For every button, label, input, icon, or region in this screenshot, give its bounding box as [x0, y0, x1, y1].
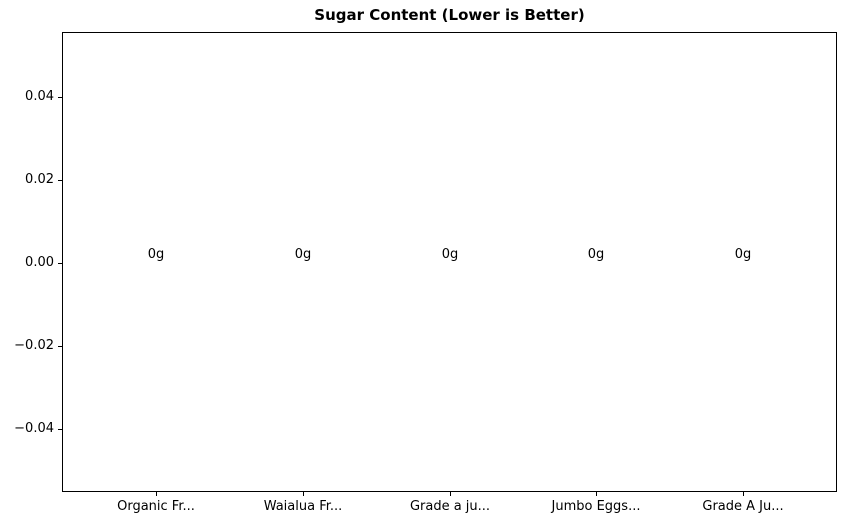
y-tick-mark-4 — [58, 429, 62, 430]
chart-title: Sugar Content (Lower is Better) — [314, 6, 585, 24]
y-tick-label-1: 0.02 — [25, 172, 54, 187]
y-tick-label-2: 0.00 — [25, 255, 54, 270]
x-tick-label-1: Waialua Fr... — [263, 499, 343, 514]
y-tick-mark-0 — [58, 97, 62, 98]
y-tick-mark-3 — [58, 346, 62, 347]
y-tick-label-4: −0.04 — [14, 421, 54, 436]
bar-value-label-4: 0g — [734, 247, 752, 262]
x-tick-mark-3 — [596, 492, 597, 496]
x-tick-mark-1 — [303, 492, 304, 496]
bar-value-label-0: 0g — [147, 247, 165, 262]
bar-value-label-2: 0g — [441, 247, 459, 262]
x-tick-label-4: Grade A Ju... — [702, 499, 784, 514]
x-tick-mark-0 — [156, 492, 157, 496]
y-tick-label-3: −0.02 — [14, 338, 54, 353]
bar-value-label-1: 0g — [294, 247, 312, 262]
x-tick-mark-4 — [743, 492, 744, 496]
x-tick-label-0: Organic Fr... — [117, 499, 195, 514]
x-tick-label-2: Grade a ju... — [409, 499, 491, 514]
x-tick-label-3: Jumbo Eggs... — [551, 499, 641, 514]
bar-value-label-3: 0g — [587, 247, 605, 262]
y-tick-label-0: 0.04 — [25, 89, 54, 104]
y-tick-mark-1 — [58, 180, 62, 181]
y-tick-mark-2 — [58, 263, 62, 264]
x-tick-mark-2 — [450, 492, 451, 496]
plot-area — [62, 32, 837, 492]
